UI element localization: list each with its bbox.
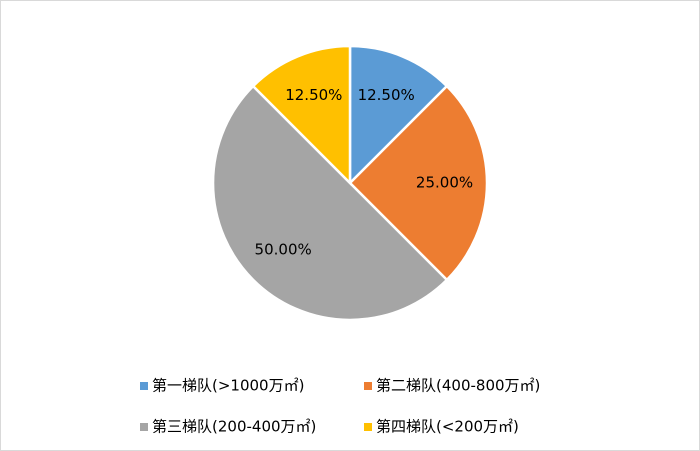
data-label: 25.00% bbox=[416, 174, 473, 192]
data-label: 12.50% bbox=[358, 86, 415, 104]
legend-label: 第三梯队(200-400万㎡) bbox=[152, 418, 316, 436]
pie-slice bbox=[348, 44, 449, 187]
data-label: 12.50% bbox=[285, 86, 342, 104]
pie-slice bbox=[211, 84, 449, 322]
legend-label: 第一梯队(>1000万㎡) bbox=[152, 377, 304, 395]
legend-swatch bbox=[364, 382, 372, 390]
legend-swatch bbox=[364, 423, 372, 431]
legend-swatch bbox=[140, 423, 148, 431]
legend-label: 第二梯队(400-800万㎡) bbox=[376, 377, 540, 395]
pie-slice bbox=[251, 44, 352, 187]
legend-label: 第四梯队(<200万㎡) bbox=[376, 418, 519, 436]
legend-swatch bbox=[140, 382, 148, 390]
pie-slice bbox=[348, 84, 489, 282]
data-label: 50.00% bbox=[255, 240, 312, 258]
